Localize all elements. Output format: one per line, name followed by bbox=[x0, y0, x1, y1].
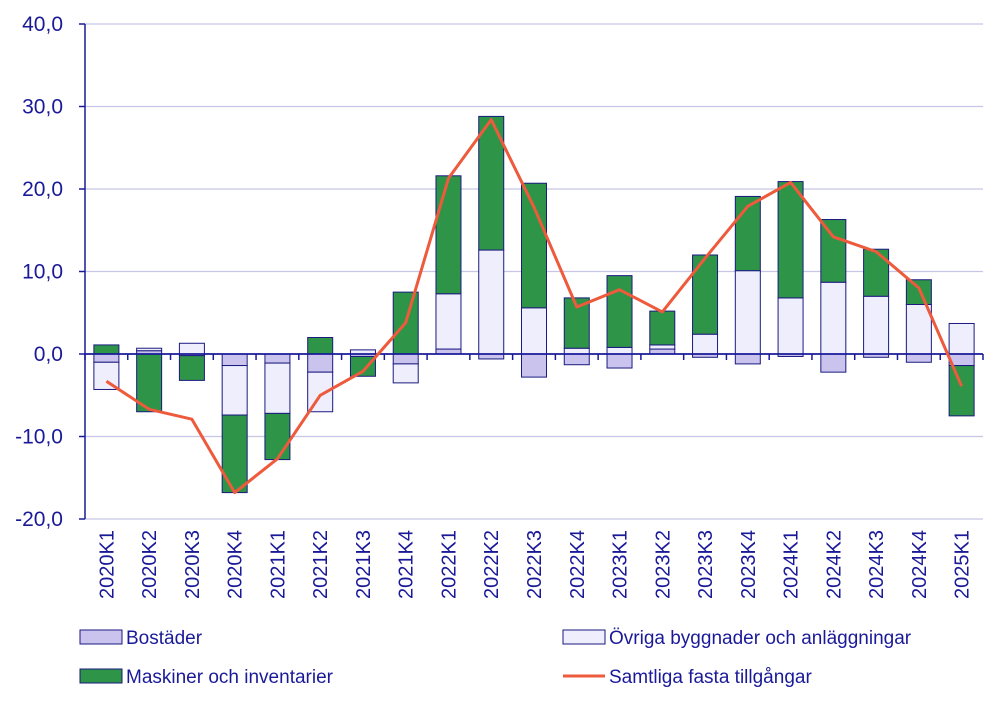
bar-2023K1-s1 bbox=[606, 346, 633, 355]
x-tick-label: 2025K1 bbox=[952, 530, 974, 599]
bar-2023K1-s2 bbox=[606, 275, 633, 348]
bar-2021K1-s1 bbox=[264, 362, 291, 414]
bar-2025K1-s2 bbox=[948, 365, 975, 417]
x-tick-label: 2021K3 bbox=[353, 530, 375, 599]
x-tick-label: 2020K2 bbox=[139, 530, 161, 599]
y-tick-label: 30,0 bbox=[22, 96, 63, 119]
x-tick-label: 2024K1 bbox=[781, 530, 803, 599]
x-tick-label: 2020K4 bbox=[225, 530, 247, 599]
x-tick-label: 2023K3 bbox=[695, 530, 717, 599]
bar-2022K1-s2 bbox=[435, 175, 462, 295]
bar-2023K4-s2 bbox=[734, 195, 761, 272]
x-tick-label: 2023K2 bbox=[652, 530, 674, 599]
total-line bbox=[105, 118, 963, 495]
bar-2023K3-s1 bbox=[692, 333, 719, 355]
x-tick-label: 2020K1 bbox=[96, 530, 118, 599]
legend-label-2: Maskiner och inventarier bbox=[126, 667, 334, 688]
bar-2024K2-s0 bbox=[820, 353, 847, 373]
bar-2021K3-s2 bbox=[349, 355, 376, 377]
bar-2020K1-s0 bbox=[93, 353, 120, 363]
bar-2023K2-s1 bbox=[649, 344, 676, 350]
x-tick-label: 2020K3 bbox=[182, 530, 204, 599]
bars bbox=[93, 115, 975, 494]
x-tick-labels: 2020K1 2020K2 2020K3 2020K4 2021K1 2021K2 2021… bbox=[96, 530, 973, 599]
bar-2022K2-s1 bbox=[478, 249, 505, 355]
bar-2023K1-s0 bbox=[606, 353, 633, 369]
bar-2024K1-s2 bbox=[777, 181, 804, 299]
legend-label-1: Övriga byggnader och anläggningar bbox=[609, 628, 912, 649]
x-tick-label: 2021K4 bbox=[396, 530, 418, 599]
x-tick-label: 2022K2 bbox=[481, 530, 503, 599]
legend-label-0: Bostäder bbox=[126, 628, 203, 649]
bar-2021K2-s2 bbox=[307, 337, 334, 355]
x-tick-label: 2021K2 bbox=[310, 530, 332, 599]
y-tick-label: -10,0 bbox=[15, 426, 63, 449]
bar-2021K1-s2 bbox=[264, 412, 291, 461]
bar-2020K4-s0 bbox=[221, 353, 248, 367]
bar-2020K4-s1 bbox=[221, 365, 248, 416]
legend-swatch-2 bbox=[79, 668, 123, 684]
legend-swatch-1 bbox=[562, 629, 606, 645]
bar-2020K3-s1 bbox=[178, 342, 205, 355]
bar-2024K4-s0 bbox=[905, 353, 932, 363]
x-tick-label: 2023K4 bbox=[738, 530, 760, 599]
bar-2024K4-s2 bbox=[905, 279, 932, 305]
bar-2024K1-s1 bbox=[777, 297, 804, 355]
bar-2021K4-s0 bbox=[392, 353, 419, 365]
bar-2022K4-s0 bbox=[563, 353, 590, 366]
legend-label-3: Samtliga fasta tillgångar bbox=[609, 667, 812, 688]
bar-2023K2-s2 bbox=[649, 310, 676, 346]
x-tick-label: 2022K3 bbox=[524, 530, 546, 599]
bar-2021K1-s0 bbox=[264, 353, 291, 364]
bar-2021K2-s0 bbox=[307, 353, 334, 373]
y-tick-label: 0,0 bbox=[34, 343, 63, 366]
x-tick-label: 2024K3 bbox=[866, 530, 888, 599]
legend-swatch-0 bbox=[79, 629, 123, 645]
bar-2020K3-s2 bbox=[178, 355, 205, 381]
bar-2024K4-s1 bbox=[905, 304, 932, 355]
series-line-0 bbox=[105, 118, 963, 495]
bar-2024K2-s2 bbox=[820, 219, 847, 283]
bar-2020K4-s2 bbox=[221, 414, 248, 494]
bar-2022K1-s1 bbox=[435, 293, 462, 350]
x-tick-label: 2021K1 bbox=[267, 530, 289, 599]
bar-2024K2-s1 bbox=[820, 281, 847, 355]
bar-2023K4-s0 bbox=[734, 353, 761, 365]
bar-2023K4-s1 bbox=[734, 270, 761, 355]
x-tick-label: 2022K1 bbox=[438, 530, 460, 599]
bar-2020K2-s1 bbox=[136, 347, 163, 352]
x-tick-label: 2023K1 bbox=[610, 530, 632, 599]
x-tick-label: 2024K4 bbox=[909, 530, 931, 599]
bar-2022K3-s2 bbox=[521, 182, 547, 309]
y-tick-label: 20,0 bbox=[22, 178, 63, 201]
x-tick-label: 2022K4 bbox=[567, 530, 589, 599]
bar-2022K3-s1 bbox=[521, 307, 547, 355]
bar-2022K2-s2 bbox=[478, 115, 505, 251]
x-tick-label: 2024K2 bbox=[823, 530, 845, 599]
bar-2020K1-s2 bbox=[93, 344, 120, 355]
y-tick-labels: -20,0 -10,0 0,0 10,0 20,0 30,0 40,0 bbox=[15, 13, 63, 531]
legend: Bostäder Övriga byggnader och anläggninga… bbox=[79, 628, 912, 688]
bar-2025K1-s1 bbox=[948, 322, 975, 355]
bar-2022K3-s0 bbox=[521, 353, 547, 378]
y-tick-label: 40,0 bbox=[22, 13, 63, 36]
bar-2021K4-s1 bbox=[392, 363, 419, 384]
y-tick-label: 10,0 bbox=[22, 261, 63, 284]
bar-2024K3-s2 bbox=[863, 248, 890, 297]
axes bbox=[79, 23, 984, 520]
bar-2024K3-s1 bbox=[863, 295, 890, 355]
y-tick-label: -20,0 bbox=[15, 508, 63, 531]
